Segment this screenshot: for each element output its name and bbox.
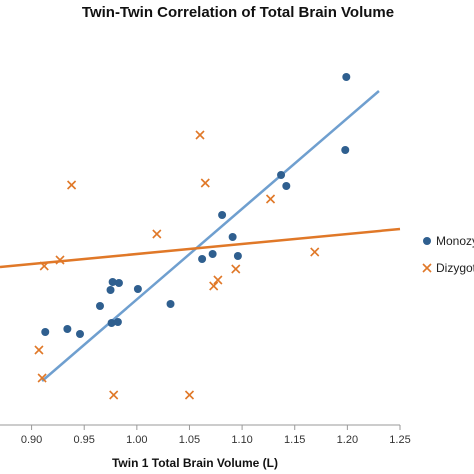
data-point-monozygotic xyxy=(96,302,104,310)
data-point-monozygotic xyxy=(208,250,217,258)
data-point-monozygotic xyxy=(76,330,84,338)
x-tick-label: 1.25 xyxy=(389,434,410,446)
data-point-monozygotic xyxy=(107,319,116,327)
x-tick-label: 0.95 xyxy=(73,434,94,446)
data-point-monozygotic xyxy=(113,318,122,326)
data-point-monozygotic xyxy=(342,73,351,81)
x-axis-ticks: 0.90 0.95 1.00 1.05 1.10 1.15 1.20 1.25 xyxy=(21,425,411,446)
trendline-dizygotic xyxy=(0,227,401,269)
legend-marker-monozygotic xyxy=(423,237,431,245)
data-point-dizygotic xyxy=(67,180,77,190)
data-point-monozygotic xyxy=(218,211,227,219)
x-axis-title: Twin 1 Total Brain Volume (L) xyxy=(112,456,278,470)
data-point-dizygotic xyxy=(55,255,65,265)
data-point-monozygotic xyxy=(341,146,350,154)
data-point-dizygotic xyxy=(231,264,241,274)
data-point-monozygotic xyxy=(282,182,291,190)
data-point-dizygotic xyxy=(213,275,223,285)
data-points xyxy=(34,73,351,400)
x-tick-label: 1.00 xyxy=(126,434,147,446)
x-tick-label: 1.10 xyxy=(231,434,252,446)
data-point-monozygotic xyxy=(166,300,175,308)
legend-label-dizygotic: Dizygotic xyxy=(436,261,474,275)
data-point-dizygotic xyxy=(152,229,162,239)
data-point-dizygotic xyxy=(310,247,320,257)
data-point-dizygotic xyxy=(109,390,119,400)
x-tick-label: 1.05 xyxy=(179,434,200,446)
data-point-dizygotic xyxy=(265,194,276,204)
x-tick-label: 1.20 xyxy=(337,434,358,446)
legend-marker-dizygotic xyxy=(422,263,432,273)
legend: Monozygotic Dizygotic xyxy=(422,234,474,275)
data-point-monozygotic xyxy=(277,171,286,179)
data-point-dizygotic xyxy=(200,178,210,188)
data-point-monozygotic xyxy=(233,252,242,260)
data-point-monozygotic xyxy=(108,278,117,286)
data-point-dizygotic xyxy=(184,390,195,400)
data-point-monozygotic xyxy=(114,279,123,287)
data-point-monozygotic xyxy=(198,255,207,263)
legend-label-monozygotic: Monozygotic xyxy=(436,234,474,248)
trendline-monozygotic xyxy=(41,90,380,382)
trendlines xyxy=(0,90,401,382)
data-point-dizygotic xyxy=(209,281,219,291)
data-point-monozygotic xyxy=(41,328,50,336)
data-point-dizygotic xyxy=(37,373,47,383)
data-point-dizygotic xyxy=(39,261,49,271)
x-tick-label: 1.15 xyxy=(284,434,305,446)
data-point-dizygotic xyxy=(195,130,205,140)
x-tick-label: 0.90 xyxy=(21,434,42,446)
data-point-monozygotic xyxy=(228,233,237,241)
chart-title: Twin-Twin Correlation of Total Brain Vol… xyxy=(82,4,394,21)
data-point-dizygotic xyxy=(34,345,44,355)
data-point-monozygotic xyxy=(133,285,142,293)
data-point-monozygotic xyxy=(106,286,115,294)
data-point-monozygotic xyxy=(63,325,72,333)
